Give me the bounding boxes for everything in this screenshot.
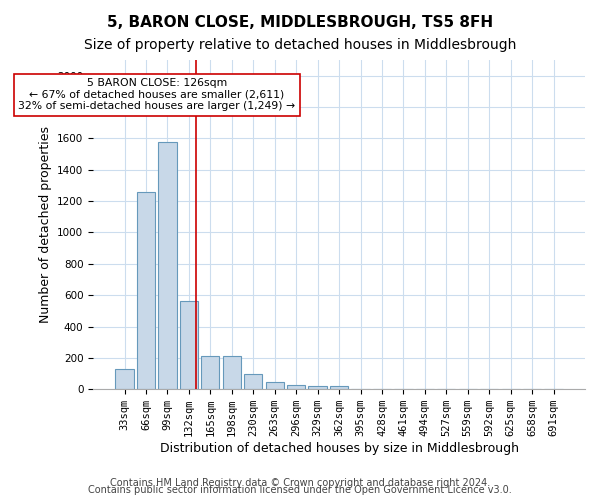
Bar [115,369,134,389]
Bar [180,302,198,389]
Text: Size of property relative to detached houses in Middlesbrough: Size of property relative to detached ho… [84,38,516,52]
Bar [330,386,348,389]
Bar [287,384,305,389]
Text: Contains HM Land Registry data © Crown copyright and database right 2024.: Contains HM Land Registry data © Crown c… [110,478,490,488]
Y-axis label: Number of detached properties: Number of detached properties [38,126,52,323]
Bar [201,356,220,389]
Text: 5, BARON CLOSE, MIDDLESBROUGH, TS5 8FH: 5, BARON CLOSE, MIDDLESBROUGH, TS5 8FH [107,15,493,30]
Bar [223,356,241,389]
Text: 5 BARON CLOSE: 126sqm
← 67% of detached houses are smaller (2,611)
32% of semi-d: 5 BARON CLOSE: 126sqm ← 67% of detached … [19,78,296,111]
Bar [244,374,262,389]
Bar [158,142,176,389]
X-axis label: Distribution of detached houses by size in Middlesbrough: Distribution of detached houses by size … [160,442,518,455]
Bar [137,192,155,389]
Bar [308,386,327,389]
Text: Contains public sector information licensed under the Open Government Licence v3: Contains public sector information licen… [88,485,512,495]
Bar [266,382,284,389]
